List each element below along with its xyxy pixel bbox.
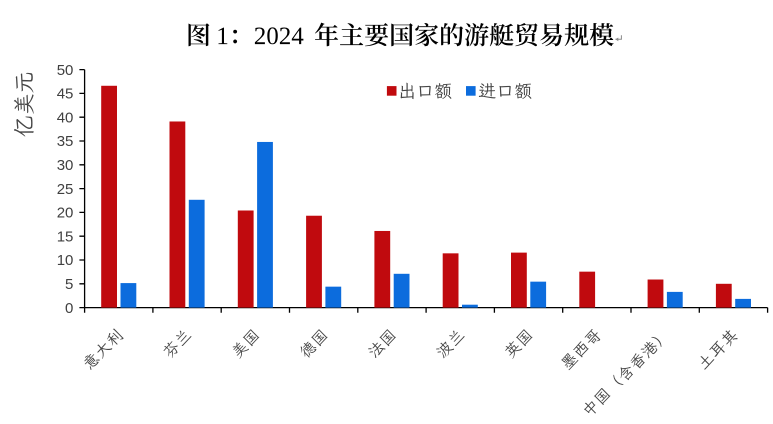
svg-text:35: 35	[57, 133, 74, 150]
svg-text:50: 50	[57, 62, 74, 79]
svg-text:0: 0	[65, 300, 73, 317]
svg-text:5: 5	[65, 276, 73, 293]
svg-text:15: 15	[57, 228, 74, 245]
svg-text:25: 25	[57, 181, 74, 198]
svg-text:30: 30	[57, 157, 74, 174]
svg-text:40: 40	[57, 109, 74, 126]
svg-text:45: 45	[57, 86, 74, 103]
svg-text:20: 20	[57, 205, 74, 222]
svg-text:10: 10	[57, 252, 74, 269]
